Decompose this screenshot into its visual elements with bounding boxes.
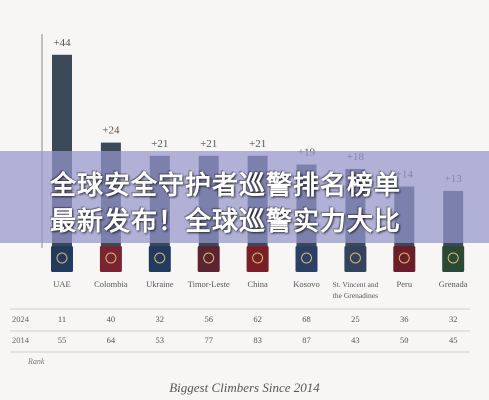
table-cell: 32 <box>449 314 458 324</box>
x-tick-label: UAE <box>53 279 70 289</box>
table-cell: 87 <box>302 335 311 345</box>
passport-icon <box>197 246 220 272</box>
data-label: +21 <box>249 138 266 150</box>
emblem-icon <box>301 252 312 264</box>
emblem-icon <box>349 252 361 264</box>
emblem-icon <box>105 252 117 264</box>
emblem-icon <box>252 252 264 264</box>
table-cell: 64 <box>107 335 116 345</box>
x-tick-label: Kosovo <box>293 279 319 289</box>
passport-icon <box>344 246 367 272</box>
emblem-icon <box>447 252 459 264</box>
chart-title: Biggest Climbers Since 2014 <box>169 380 320 395</box>
data-label: +44 <box>53 37 71 49</box>
passport-icon <box>442 246 465 272</box>
banner-overlay: 全球安全守护者巡警排名榜单 最新发布！全球巡警实力大比 <box>0 151 489 243</box>
table-row-label: 2014 <box>12 335 30 345</box>
data-label: +21 <box>200 138 217 150</box>
table-cell: 62 <box>253 314 262 324</box>
x-tick-label: Colombia <box>94 279 128 289</box>
passport-icon <box>295 246 318 272</box>
x-tick-label: St. Vincent and <box>332 280 378 289</box>
passport-icon <box>99 246 122 272</box>
table-row-label: 2024 <box>12 314 30 324</box>
table-cell: 25 <box>351 314 360 324</box>
table-cell: 56 <box>204 314 213 324</box>
emblem-icon <box>56 252 68 264</box>
x-tick-label: China <box>247 279 268 289</box>
table-cell: 40 <box>107 314 116 324</box>
table-cell: 53 <box>156 335 165 345</box>
emblem-icon <box>203 252 215 264</box>
table-cell: 32 <box>156 314 165 324</box>
passport-icon <box>393 246 416 272</box>
table-cell: 68 <box>302 314 311 324</box>
passport-icon <box>148 246 171 272</box>
x-tick-label: Timor-Leste <box>188 279 230 289</box>
table-cell: 77 <box>204 335 213 345</box>
data-label: +24 <box>102 125 120 137</box>
banner-line-1: 全球安全守护者巡警排名榜单 <box>50 171 402 201</box>
table-cell: 43 <box>351 335 360 345</box>
x-tick-label: Ukraine <box>146 279 174 289</box>
table-cell: 11 <box>58 314 66 324</box>
data-label: +21 <box>151 138 168 150</box>
table-cell: 83 <box>253 335 262 345</box>
table-cell: 45 <box>449 335 458 345</box>
emblem-icon <box>154 252 166 264</box>
emblem-icon <box>398 252 410 264</box>
table-cell: 50 <box>400 335 409 345</box>
passport-icon <box>51 246 73 272</box>
banner-line-2: 最新发布！全球巡警实力大比 <box>50 207 402 237</box>
x-tick-label: the Grenadines <box>333 291 378 300</box>
x-tick-label: Grenada <box>439 279 468 289</box>
rank-label: Rank <box>27 357 45 366</box>
passport-icon <box>246 246 269 272</box>
table-cell: 36 <box>400 314 409 324</box>
table-cell: 55 <box>58 335 67 345</box>
x-tick-label: Peru <box>397 279 413 289</box>
